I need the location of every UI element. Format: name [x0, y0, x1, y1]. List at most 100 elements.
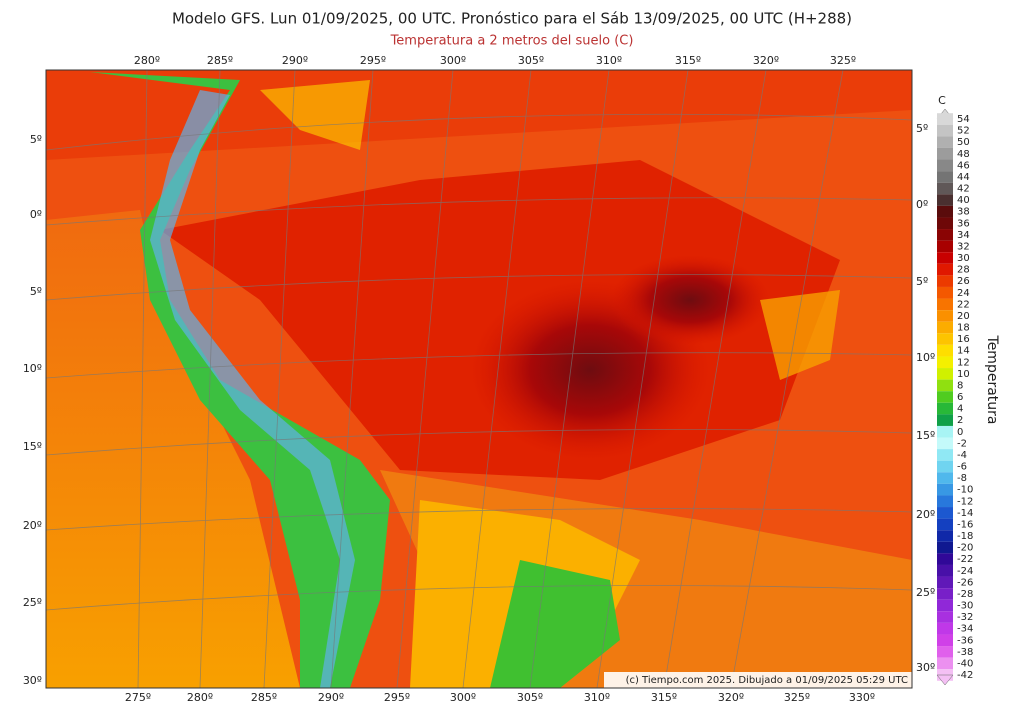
colorbar-swatch — [937, 518, 953, 531]
colorbar-label: 8 — [957, 380, 963, 391]
colorbar-label: 2 — [957, 415, 963, 426]
colorbar-swatch — [937, 460, 953, 473]
bottom-label: 320º — [718, 691, 744, 704]
colorbar-swatch — [937, 159, 953, 172]
colorbar-swatch — [937, 611, 953, 623]
map-frame — [45, 69, 913, 689]
colorbar-label: 54 — [957, 114, 970, 125]
top-label: 290º — [282, 54, 308, 67]
top-label: 285º — [207, 54, 233, 67]
colorbar-label: 44 — [957, 172, 970, 183]
right-label: 15º — [916, 429, 935, 442]
top-label: 325º — [830, 54, 856, 67]
colorbar-label: 12 — [957, 357, 970, 368]
colorbar-swatch — [937, 622, 953, 635]
colorbar-swatch — [937, 356, 953, 369]
colorbar-label: -8 — [957, 473, 967, 484]
right-label: 5º — [916, 122, 928, 135]
colorbar-swatch — [937, 437, 953, 450]
colorbar-label: -12 — [957, 496, 973, 507]
right-label: 20º — [916, 508, 935, 521]
colorbar-swatch — [937, 379, 953, 392]
right-label: 0º — [916, 198, 928, 211]
colorbar-swatch — [937, 507, 953, 519]
colorbar-label: 36 — [957, 218, 970, 229]
bottom-label: 305º — [517, 691, 543, 704]
colorbar-swatch — [937, 576, 953, 589]
colorbar-swatch — [937, 252, 953, 264]
map — [46, 70, 912, 688]
right-label: 25º — [916, 586, 935, 599]
colorbar-label: -4 — [957, 450, 967, 461]
colorbar-label: 38 — [957, 207, 970, 218]
colorbar-label: -42 — [957, 670, 973, 681]
colorbar-swatch — [937, 136, 953, 148]
left-label: 25º — [23, 596, 42, 609]
colorbar-swatch — [937, 634, 953, 647]
title: Modelo GFS. Lun 01/09/2025, 00 UTC. Pron… — [172, 10, 852, 28]
colorbar-label: 48 — [957, 149, 970, 160]
colorbar-label: 28 — [957, 265, 970, 276]
top-label: 280º — [134, 54, 160, 67]
bottom-label: 330º — [849, 691, 875, 704]
colorbar-swatch — [937, 182, 953, 195]
colorbar-label: 42 — [957, 184, 970, 195]
colorbar-label: 18 — [957, 323, 970, 334]
colorbar-swatch — [937, 402, 953, 415]
colorbar-label: -20 — [957, 543, 973, 554]
top-label: 320º — [753, 54, 779, 67]
colorbar-label: -16 — [957, 519, 973, 530]
bottom-label: 310º — [584, 691, 610, 704]
colorbar-swatch — [937, 483, 953, 496]
right-label: 10º — [916, 351, 935, 364]
colorbar-label: -40 — [957, 658, 973, 669]
left-label: 10º — [23, 362, 42, 375]
colorbar-label: 26 — [957, 276, 970, 287]
colorbar-label: 32 — [957, 241, 970, 252]
left-label: 15º — [23, 440, 42, 453]
colorbar-swatch — [937, 449, 953, 461]
colorbar-swatch — [937, 414, 953, 426]
colorbar-swatch — [937, 368, 953, 380]
colorbar-title: Temperatura — [984, 335, 1000, 425]
colorbar-swatch — [937, 425, 953, 438]
colorbar-label: 46 — [957, 160, 970, 171]
colorbar-swatch — [937, 646, 953, 658]
colorbar-label: 14 — [957, 346, 970, 357]
left-label: 20º — [23, 519, 42, 532]
bottom-label: 290º — [318, 691, 344, 704]
left-label: 30º — [23, 674, 42, 687]
colorbar-label: -36 — [957, 635, 973, 646]
colorbar-label: -14 — [957, 508, 973, 519]
colorbar-swatch — [937, 588, 953, 600]
colorbar-label: -38 — [957, 647, 973, 658]
colorbar-label: 40 — [957, 195, 970, 206]
right-label: 30º — [916, 661, 935, 674]
colorbar-label: -18 — [957, 531, 973, 542]
colorbar-swatch — [937, 298, 953, 311]
colorbar-label: 10 — [957, 369, 970, 380]
colorbar-label: 34 — [957, 230, 970, 241]
colorbar-label: 30 — [957, 253, 970, 264]
left-label: 5º — [30, 285, 42, 298]
colorbar-label: 52 — [957, 126, 970, 137]
colorbar-label: -2 — [957, 438, 967, 449]
colorbar-label: -26 — [957, 577, 973, 588]
colorbar-swatch — [937, 564, 953, 577]
colorbar-cap — [936, 674, 954, 686]
colorbar-label: 50 — [957, 137, 970, 148]
top-label: 315º — [675, 54, 701, 67]
colorbar-swatch — [937, 275, 953, 287]
colorbar-swatch — [937, 217, 953, 230]
colorbar-swatch — [937, 286, 953, 299]
top-label: 300º — [440, 54, 466, 67]
colorbar-swatch — [937, 310, 953, 322]
top-label: 305º — [518, 54, 544, 67]
colorbar-swatch — [937, 553, 953, 565]
colorbar-swatch — [937, 472, 953, 484]
colorbar-label: 20 — [957, 311, 970, 322]
bottom-label: 315º — [651, 691, 677, 704]
bottom-label: 295º — [384, 691, 410, 704]
subtitle: Temperatura a 2 metros del suelo (C) — [390, 34, 634, 49]
